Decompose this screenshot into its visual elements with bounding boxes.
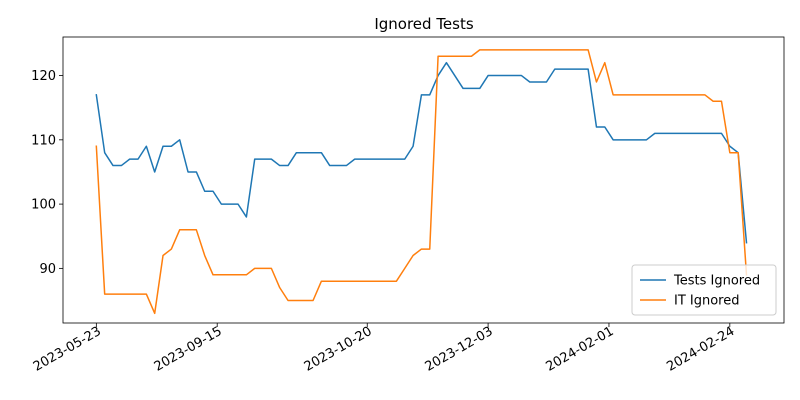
y-tick-label: 110 (31, 133, 56, 148)
legend-label: IT Ignored (674, 294, 740, 309)
series-line-2 (95, 49, 748, 315)
legend-label: Tests Ignored (673, 274, 760, 289)
chart-title: Ignored Tests (374, 15, 474, 33)
y-tick-label: 120 (31, 69, 56, 84)
legend: Tests Ignored IT Ignored (631, 264, 777, 316)
y-tick-label: 90 (39, 262, 56, 277)
y-tick-label: 100 (31, 198, 56, 213)
series-layer (95, 49, 748, 315)
series-line-1 (95, 61, 748, 244)
legend-box (631, 264, 777, 316)
y-axis: 90 100 110 120 (31, 69, 63, 277)
axes-frame (62, 36, 785, 324)
plot-area (62, 36, 785, 324)
